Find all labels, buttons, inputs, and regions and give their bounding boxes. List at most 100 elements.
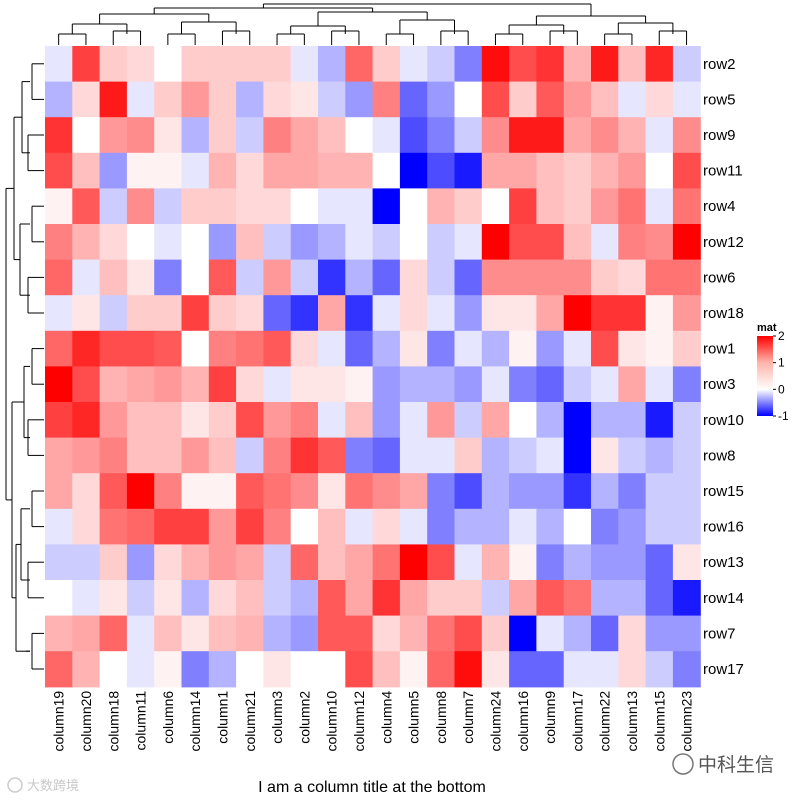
heatmap-cell [290, 651, 319, 688]
heatmap-cell [263, 615, 292, 652]
heatmap-cell [645, 152, 674, 189]
heatmap-cell [126, 580, 155, 617]
heatmap-cell [454, 615, 483, 652]
row-label: row5 [703, 91, 736, 108]
heatmap-cell [45, 188, 73, 225]
heatmap-cell [509, 46, 537, 83]
heatmap-cell [536, 295, 565, 332]
heatmap-cell [563, 295, 592, 332]
heatmap-cell [181, 651, 210, 688]
heatmap-cell [618, 259, 647, 296]
heatmap-cell [427, 402, 456, 439]
heatmap-cell [399, 651, 428, 688]
heatmap-cell [126, 615, 155, 652]
heatmap-cell [672, 152, 701, 189]
column-label: column8 [433, 691, 449, 744]
heatmap-cell [618, 152, 647, 189]
heatmap-cell [345, 259, 374, 296]
heatmap-cell [318, 46, 346, 83]
heatmap-cell [290, 615, 319, 652]
heatmap-cell [345, 81, 374, 118]
heatmap-cell [181, 615, 210, 652]
column-label: column17 [569, 691, 585, 752]
heatmap-cell [345, 330, 374, 367]
heatmap-cell [536, 330, 565, 367]
heatmap-cell [72, 580, 101, 617]
heatmap-cell [509, 188, 537, 225]
heatmap-cell [345, 188, 374, 225]
heatmap-cell [72, 224, 101, 261]
heatmap-cell [618, 366, 647, 403]
heatmap-cell [591, 46, 619, 83]
heatmap-cell [208, 615, 237, 652]
heatmap-cell [672, 651, 701, 688]
heatmap-cell [372, 330, 401, 367]
heatmap-cell [618, 508, 647, 545]
heatmap-cell [509, 508, 537, 545]
column-label: column20 [78, 691, 94, 752]
heatmap-cell [672, 46, 701, 83]
heatmap-cell [372, 81, 401, 118]
heatmap-cell [318, 580, 346, 617]
heatmap-cell [645, 508, 674, 545]
column-label: column12 [351, 691, 367, 752]
heatmap-cell [181, 46, 210, 83]
heatmap-cell [427, 117, 456, 154]
heatmap-cell [672, 295, 701, 332]
heatmap-cell [563, 330, 592, 367]
heatmap-cell [208, 651, 237, 688]
heatmap-cell [236, 615, 264, 652]
heatmap-cell [536, 152, 565, 189]
heatmap-cell [345, 224, 374, 261]
heatmap-cell [263, 473, 292, 510]
heatmap-cell [372, 152, 401, 189]
legend-tick-label: 1 [778, 356, 785, 370]
heatmap-cell [126, 651, 155, 688]
heatmap-cell [427, 366, 456, 403]
heatmap-cell [454, 295, 483, 332]
heatmap-cell [591, 224, 619, 261]
heatmap-cell [536, 508, 565, 545]
heatmap-cell [509, 615, 537, 652]
heatmap-cell [427, 188, 456, 225]
row-label: row2 [703, 56, 736, 73]
heatmap-cell [99, 615, 128, 652]
heatmap-cell [263, 224, 292, 261]
heatmap-cell [236, 473, 264, 510]
heatmap-cell [672, 81, 701, 118]
heatmap-cell [345, 473, 374, 510]
column-label: column15 [651, 691, 667, 752]
heatmap-cell [563, 152, 592, 189]
heatmap-cell [591, 437, 619, 474]
heatmap-cell [99, 651, 128, 688]
heatmap-cell [509, 330, 537, 367]
row-label: row13 [703, 554, 744, 571]
heatmap-cell [208, 224, 237, 261]
heatmap-cell [672, 366, 701, 403]
heatmap-cell [399, 402, 428, 439]
heatmap-cell [318, 81, 346, 118]
column-label: column1 [215, 691, 231, 744]
heatmap-cell [481, 366, 510, 403]
column-dendrogram [58, 3, 688, 45]
heatmap-cell [563, 508, 592, 545]
row-label: row6 [703, 269, 736, 286]
heatmap-cell [236, 330, 264, 367]
heatmap-cell [563, 437, 592, 474]
heatmap-cell [236, 651, 264, 688]
heatmap-cell [618, 188, 647, 225]
heatmap-cell [509, 224, 537, 261]
column-label: column21 [242, 691, 258, 752]
heatmap-cell [45, 508, 73, 545]
heatmap-cell [591, 81, 619, 118]
heatmap-cell [318, 188, 346, 225]
heatmap-cell [263, 330, 292, 367]
heatmap-cell [181, 224, 210, 261]
heatmap-cell [563, 224, 592, 261]
row-label: row17 [703, 661, 744, 678]
heatmap-cell [454, 152, 483, 189]
row-label: row10 [703, 412, 744, 429]
heatmap-cell [208, 152, 237, 189]
heatmap-cell [236, 437, 264, 474]
heatmap-cell [345, 295, 374, 332]
